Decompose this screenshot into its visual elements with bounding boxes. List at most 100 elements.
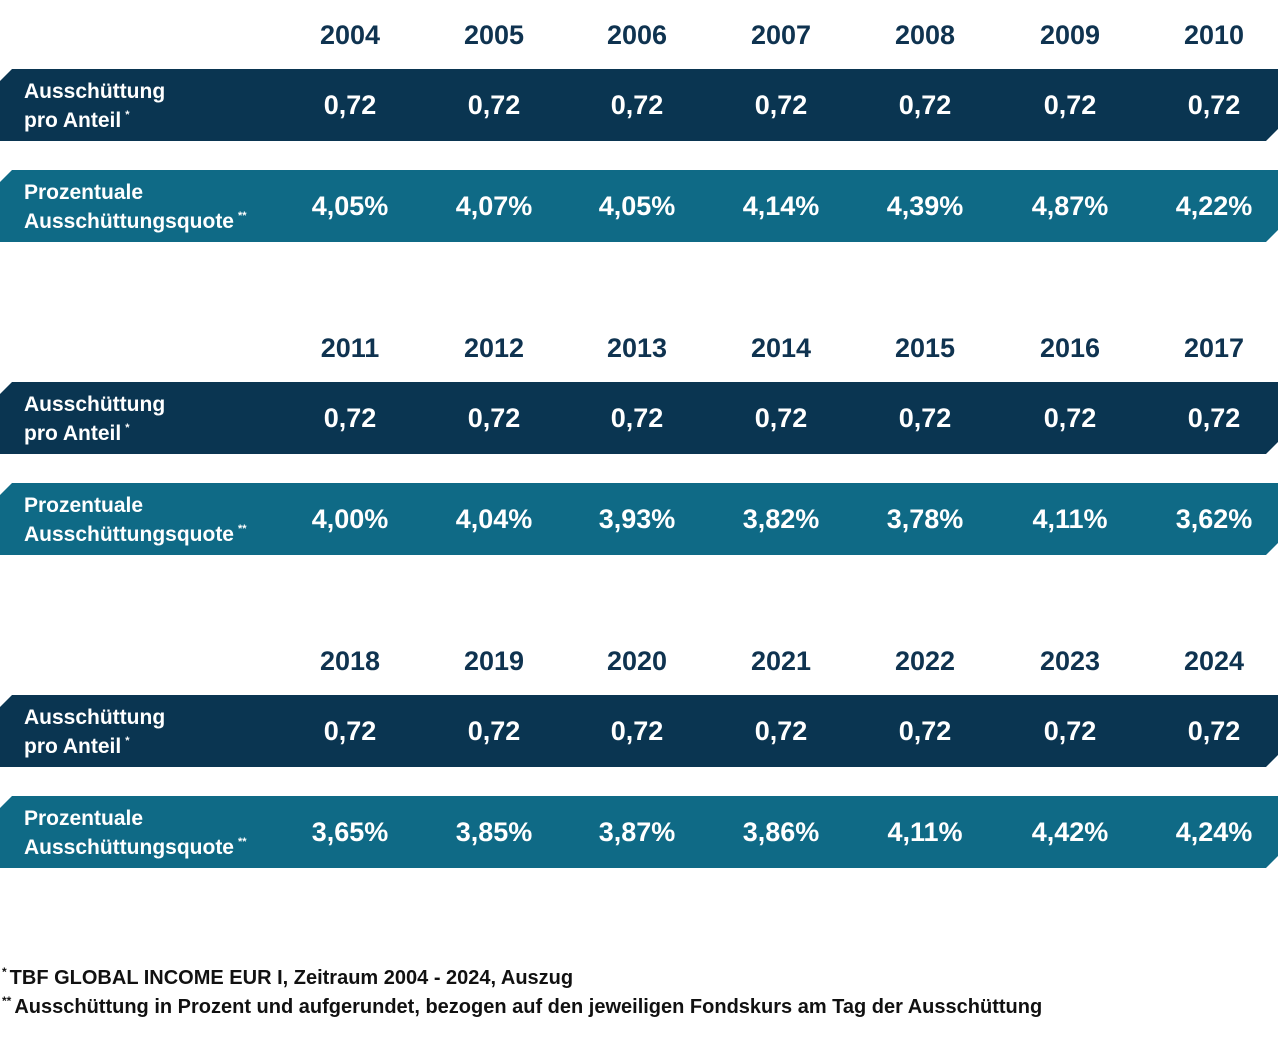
table-cell-value: 0,72	[1187, 90, 1241, 120]
distribution-rate-row: Prozentuale Ausschüttungsquote ** 3,65% 3,85…	[0, 796, 1278, 868]
year-label: 2008	[894, 20, 956, 50]
row-label: Prozentuale Ausschüttungsquote **	[24, 491, 284, 549]
table-cell-value: 4,05%	[598, 191, 676, 221]
table-cell-value: 0,72	[610, 716, 664, 746]
table-cell-value: 3,93%	[598, 504, 676, 534]
year-label: 2016	[1039, 333, 1101, 363]
year-label: 2023	[1039, 646, 1101, 676]
footnote-1: * TBF GLOBAL INCOME EUR I, Zeitraum 2004 …	[2, 964, 1278, 993]
year-label: 2013	[606, 333, 668, 363]
row-label: Ausschüttung pro Anteil *	[24, 390, 284, 448]
row-label: Ausschüttung pro Anteil *	[24, 77, 284, 135]
table-cell-value: 4,05%	[311, 191, 389, 221]
row-label-line2-text: pro Anteil	[24, 422, 122, 445]
row-label: Prozentuale Ausschüttungsquote **	[24, 804, 284, 862]
row-label-line1: Ausschüttung	[24, 393, 166, 416]
table-cell-value: 3,86%	[742, 817, 820, 847]
year-label: 2018	[319, 646, 381, 676]
distribution-per-share-row: Ausschüttung pro Anteil * 0,72 0,72 0,72 0,72 0…	[0, 69, 1278, 141]
table-cell-value: 3,62%	[1175, 504, 1253, 534]
year-label: 2022	[894, 646, 956, 676]
table-cell-value: 3,87%	[598, 817, 676, 847]
distribution-rate-row: Prozentuale Ausschüttungsquote ** 4,00% 4,04…	[0, 483, 1278, 555]
year-header-row: 2018 2019 2020 2021 2022 2023 2024	[0, 641, 1280, 681]
table-cell-value: 4,00%	[311, 504, 389, 534]
row-label-line2: pro Anteil *	[24, 419, 284, 448]
table-cell-value: 3,85%	[455, 817, 533, 847]
table-cell-value: 0,72	[754, 90, 808, 120]
table-cell-value: 0,72	[610, 403, 664, 433]
table-block: 2011 2012 2013 2014 2015 2016 2017 Ausschüttung…	[0, 328, 1280, 558]
table-cell-value: 3,82%	[742, 504, 820, 534]
table-block: 2004 2005 2006 2007 2008 2009 2010 Ausschüttung…	[0, 15, 1280, 245]
distribution-rate-row: Prozentuale Ausschüttungsquote ** 4,05% 4,07…	[0, 170, 1278, 242]
table-cell-value: 3,78%	[886, 504, 964, 534]
year-label: 2020	[606, 646, 668, 676]
table-cell-value: 0,72	[1043, 716, 1097, 746]
footnote-2: ** Ausschüttung in Prozent und aufgerunde…	[2, 993, 1278, 1022]
footnote-marker: *	[125, 422, 130, 434]
table-cell-value: 0,72	[1043, 90, 1097, 120]
footnote-1-mark: *	[2, 965, 7, 979]
table-cell-value: 0,72	[898, 716, 952, 746]
footnote-marker: **	[238, 523, 247, 535]
table-cell-value: 0,72	[467, 90, 521, 120]
footnote-marker: *	[125, 109, 130, 121]
year-header-row: 2011 2012 2013 2014 2015 2016 2017	[0, 328, 1280, 368]
table-cell-value: 0,72	[323, 716, 377, 746]
year-label: 2010	[1183, 20, 1245, 50]
row-label-line1: Ausschüttung	[24, 80, 166, 103]
year-label: 2017	[1183, 333, 1245, 363]
row-label: Prozentuale Ausschüttungsquote **	[24, 178, 284, 236]
table-cell-value: 0,72	[1187, 716, 1241, 746]
distribution-per-share-row: Ausschüttung pro Anteil * 0,72 0,72 0,72 0,72 0…	[0, 695, 1278, 767]
year-label: 2009	[1039, 20, 1101, 50]
table-cell-value: 0,72	[467, 403, 521, 433]
table-cell-value: 4,39%	[886, 191, 964, 221]
table-cell-value: 0,72	[754, 716, 808, 746]
table-cell-value: 0,72	[754, 403, 808, 433]
table-cell-value: 4,87%	[1031, 191, 1109, 221]
year-header-row: 2004 2005 2006 2007 2008 2009 2010	[0, 15, 1280, 55]
table-cell-value: 4,24%	[1175, 817, 1253, 847]
distribution-per-share-row: Ausschüttung pro Anteil * 0,72 0,72 0,72 0,72 0…	[0, 382, 1278, 454]
row-label-line2: Ausschüttungsquote **	[24, 207, 284, 236]
footnote-1-text: TBF GLOBAL INCOME EUR I, Zeitraum 2004 -…	[9, 967, 574, 989]
table-cell-value: 4,42%	[1031, 817, 1109, 847]
year-label: 2011	[320, 333, 380, 363]
year-label: 2012	[463, 333, 525, 363]
year-label: 2004	[319, 20, 381, 50]
row-label-line2-text: pro Anteil	[24, 735, 122, 758]
footnotes: * TBF GLOBAL INCOME EUR I, Zeitraum 2004 …	[2, 964, 1278, 1022]
row-label-line2-text: Ausschüttungsquote	[24, 210, 234, 233]
footnote-2-text: Ausschüttung in Prozent und aufgerundet,…	[14, 996, 1043, 1018]
year-label: 2005	[463, 20, 525, 50]
row-label-line1: Prozentuale	[24, 494, 144, 517]
table-cell-value: 0,72	[467, 716, 521, 746]
table-cell-value: 0,72	[323, 403, 377, 433]
year-label: 2006	[606, 20, 668, 50]
year-label: 2024	[1183, 646, 1245, 676]
row-label-line2: pro Anteil *	[24, 106, 284, 135]
table-cell-value: 3,65%	[311, 817, 389, 847]
footnote-2-mark: **	[2, 994, 12, 1008]
table-cell-value: 4,04%	[455, 504, 533, 534]
table-cell-value: 0,72	[610, 90, 664, 120]
row-label-line2-text: Ausschüttungsquote	[24, 523, 234, 546]
table-cell-value: 4,11%	[1032, 504, 1108, 534]
row-label-line2: Ausschüttungsquote **	[24, 833, 284, 862]
year-label: 2014	[750, 333, 812, 363]
row-label: Ausschüttung pro Anteil *	[24, 703, 284, 761]
row-label-line2-text: pro Anteil	[24, 109, 122, 132]
table-cell-value: 0,72	[1043, 403, 1097, 433]
footnote-marker: **	[238, 836, 247, 848]
table-cell-value: 0,72	[1187, 403, 1241, 433]
table-cell-value: 0,72	[898, 90, 952, 120]
year-label: 2015	[894, 333, 956, 363]
row-label-line1: Prozentuale	[24, 807, 144, 830]
row-label-line1: Ausschüttung	[24, 706, 166, 729]
table-cell-value: 0,72	[898, 403, 952, 433]
table-cell-value: 4,14%	[742, 191, 820, 221]
table-cell-value: 4,11%	[887, 817, 963, 847]
footnote-marker: **	[238, 210, 247, 222]
